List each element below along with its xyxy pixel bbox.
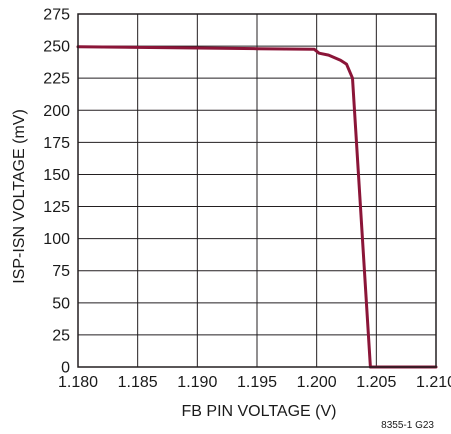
x-tick-label: 1.180 (58, 374, 98, 391)
x-tick-label: 1.210 (416, 374, 451, 391)
y-tick-label: 150 (43, 167, 70, 184)
y-tick-label: 175 (43, 135, 70, 152)
x-tick-label: 1.200 (297, 374, 337, 391)
y-tick-label: 100 (43, 231, 70, 248)
y-tick-label: 75 (52, 263, 70, 280)
y-tick-label: 250 (43, 39, 70, 56)
series-layer (76, 45, 438, 369)
grid (77, 13, 437, 368)
x-axis-title: FB PIN VOLTAGE (V) (182, 403, 337, 420)
x-tick-label: 1.185 (118, 374, 158, 391)
x-tick-labels: 1.180 1.185 1.190 1.195 1.200 1.205 1.210 (58, 374, 451, 391)
y-tick-label: 200 (43, 103, 70, 120)
y-tick-label: 0 (61, 360, 70, 377)
y-tick-label: 125 (43, 199, 70, 216)
y-tick-label: 275 (43, 7, 70, 24)
x-tick-label: 1.190 (177, 374, 217, 391)
y-axis-title: ISP-ISN VOLTAGE (mV) (11, 109, 28, 284)
plot-frame (77, 13, 437, 368)
x-tick-label: 1.205 (356, 374, 396, 391)
figure-id-label: 8355-1 G23 (381, 420, 434, 431)
y-tick-labels: 0 25 50 75 100 125 150 175 200 225 250 275 (43, 7, 70, 377)
y-tick-label: 25 (52, 327, 70, 344)
y-tick-label: 225 (43, 71, 70, 88)
x-tick-label: 1.195 (237, 374, 277, 391)
y-tick-label: 50 (52, 295, 70, 312)
series-line-0 (76, 45, 438, 369)
